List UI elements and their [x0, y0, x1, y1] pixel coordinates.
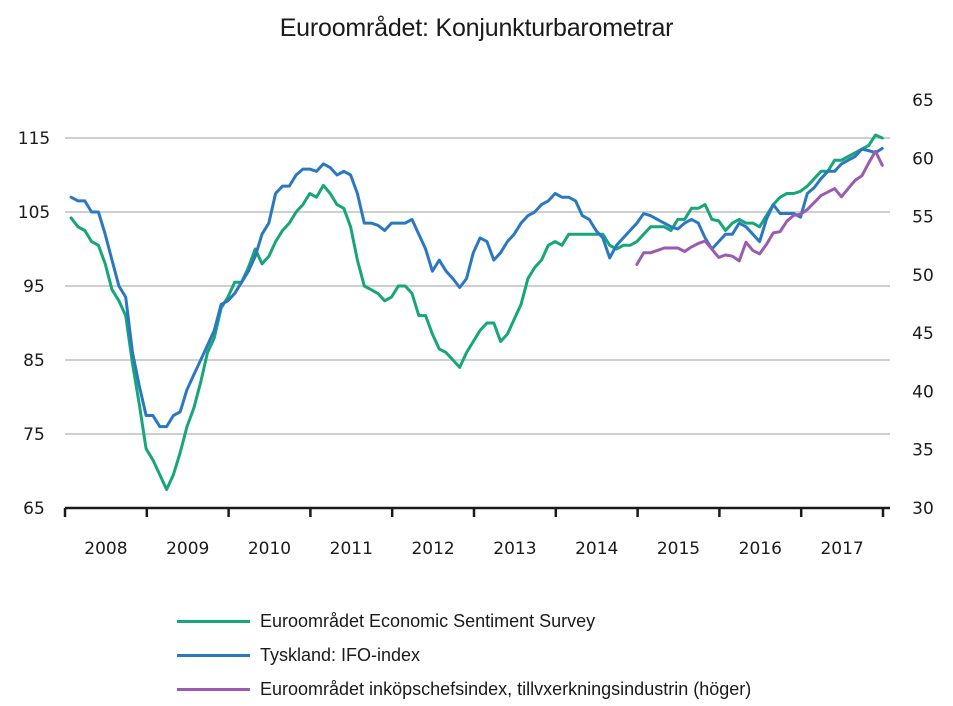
series-line-0 [69, 133, 884, 491]
x-tick-label: 2017 [820, 539, 863, 559]
y-left-tick-label: 105 [18, 203, 50, 223]
legend-swatch-esi [177, 619, 250, 623]
line-chart: 65 75 85 95 105 115 30 35 40 45 50 55 60 65 2008 2009 20… [18, 91, 934, 559]
x-tick-label: 2014 [575, 539, 618, 559]
legend-item-pmi: Euroområdet inköpschefsindex, tillvxerkn… [177, 672, 751, 706]
y-right-tick-label: 40 [912, 382, 934, 402]
y-left-tick-label: 65 [23, 499, 45, 519]
y-left-tick-label: 95 [23, 277, 45, 297]
x-tick-label: 2012 [411, 539, 454, 559]
series-line-2 [635, 149, 884, 266]
x-tick-label: 2015 [657, 539, 700, 559]
gridlines [65, 137, 890, 435]
x-tick-label: 2010 [248, 539, 291, 559]
tick-labels: 65 75 85 95 105 115 30 35 40 45 50 55 60 65 2008 2009 20… [18, 91, 934, 559]
x-tick-label: 2009 [166, 539, 209, 559]
legend-swatch-ifo [177, 653, 250, 657]
y-left-tick-label: 115 [18, 129, 50, 149]
legend-swatch-pmi [177, 687, 250, 691]
axes [63, 506, 890, 517]
y-right-tick-label: 35 [912, 441, 934, 461]
legend-label-pmi: Euroområdet inköpschefsindex, tillvxerkn… [260, 678, 752, 699]
x-tick-label: 2016 [739, 539, 782, 559]
legend-item-esi: Euroområdet Economic Sentiment Survey [177, 604, 751, 638]
legend-item-ifo: Tyskland: IFO-index [177, 638, 751, 672]
y-right-tick-label: 50 [912, 266, 934, 286]
y-right-tick-label: 60 [912, 149, 934, 169]
chart-title: Euroområdet: Konjunkturbarometrar [279, 14, 674, 42]
y-left-tick-label: 75 [23, 425, 45, 445]
y-right-tick-label: 55 [912, 208, 934, 228]
x-tick-label: 2011 [330, 539, 373, 559]
y-right-tick-label: 30 [912, 499, 934, 519]
legend-label-esi: Euroområdet Economic Sentiment Survey [260, 610, 596, 631]
x-tick-label: 2013 [493, 539, 536, 559]
legend-label-ifo: Tyskland: IFO-index [260, 644, 421, 665]
x-tick-label: 2008 [84, 539, 127, 559]
y-left-tick-label: 85 [23, 351, 45, 371]
legend: Euroområdet Economic Sentiment Survey Ty… [177, 604, 751, 706]
series-lines [69, 133, 884, 491]
series-line-1 [69, 146, 884, 429]
y-right-tick-label: 45 [912, 324, 934, 344]
y-right-tick-label: 65 [912, 91, 934, 111]
